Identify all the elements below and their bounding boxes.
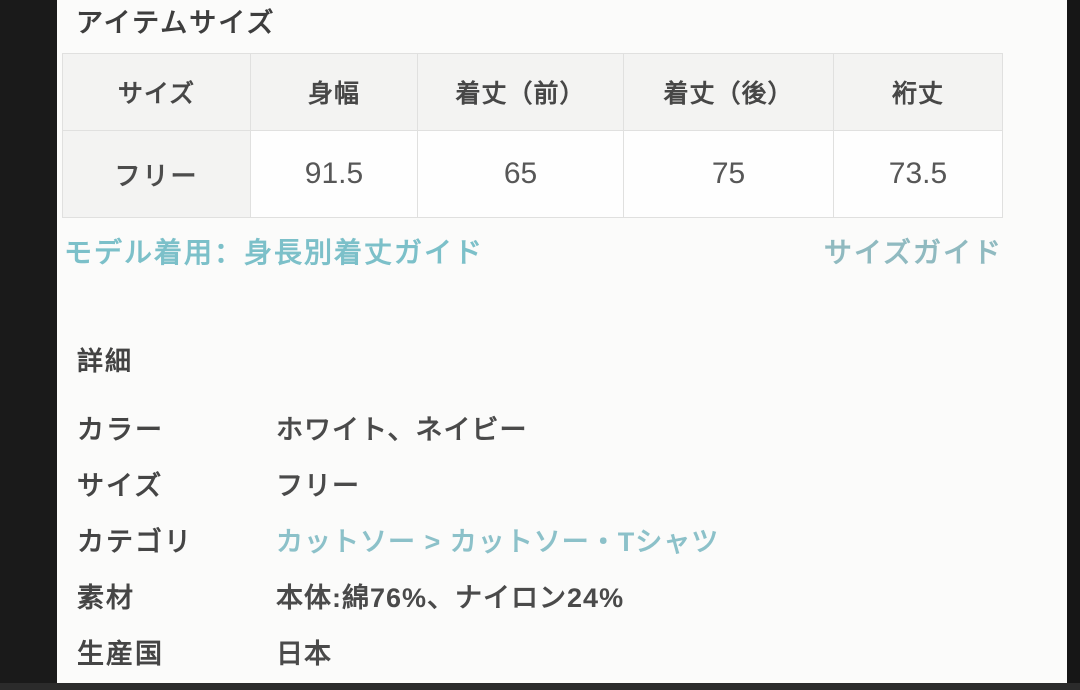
detail-label-category: カテゴリ bbox=[77, 526, 193, 557]
size-table-header-size: サイズ bbox=[62, 53, 251, 131]
detail-label-material: 素材 bbox=[77, 582, 135, 613]
letterbox-left-bar bbox=[0, 0, 57, 690]
detail-value-size: フリー bbox=[276, 470, 360, 501]
detail-row-material: 素材 本体:綿76%、ナイロン24% bbox=[77, 567, 1007, 623]
size-guide-link[interactable]: サイズガイド bbox=[823, 237, 1003, 268]
detail-label-size: サイズ bbox=[77, 470, 164, 501]
size-table-header-length-back: 着丈（後） bbox=[623, 53, 834, 131]
size-table-header-length-front: 着丈（前） bbox=[417, 53, 624, 131]
detail-row-category: カテゴリ カットソー > カットソー・Tシャツ bbox=[77, 511, 1007, 567]
size-table-data-row: フリー 91.5 65 75 73.5 bbox=[62, 130, 1003, 218]
guide-links-row: モデル着用：身長別着丈ガイド サイズガイド bbox=[64, 231, 1003, 271]
detail-row-country: 生産国 日本 bbox=[77, 623, 1007, 679]
detail-value-country: 日本 bbox=[276, 638, 332, 669]
size-table-header-sleeve: 裄丈 bbox=[833, 53, 1003, 131]
model-height-guide-link[interactable]: モデル着用：身長別着丈ガイド bbox=[64, 237, 485, 268]
size-table: サイズ 身幅 着丈（前） 着丈（後） 裄丈 フリー 91.5 65 75 73.… bbox=[62, 53, 1003, 218]
size-cell-length-back: 75 bbox=[623, 130, 834, 218]
size-table-header-body-width: 身幅 bbox=[250, 53, 418, 131]
item-size-heading: アイテムサイズ bbox=[76, 8, 276, 38]
detail-value-material: 本体:綿76%、ナイロン24% bbox=[276, 582, 625, 613]
detail-row-size: サイズ フリー bbox=[77, 455, 1007, 511]
letterbox-right-bar bbox=[1067, 0, 1080, 690]
details-heading: 詳細 bbox=[77, 346, 134, 376]
detail-label-color: カラー bbox=[77, 414, 164, 445]
detail-value-color: ホワイト、ネイビー bbox=[276, 414, 528, 445]
detail-label-country: 生産国 bbox=[77, 638, 164, 669]
size-cell-sleeve: 73.5 bbox=[833, 130, 1003, 218]
detail-row-color: カラー ホワイト、ネイビー bbox=[77, 399, 1007, 455]
size-cell-body-width: 91.5 bbox=[250, 130, 418, 218]
letterbox-bottom-bar bbox=[0, 683, 1080, 690]
size-cell-free: フリー bbox=[62, 130, 251, 218]
size-table-header-row: サイズ 身幅 着丈（前） 着丈（後） 裄丈 bbox=[62, 53, 1003, 131]
size-cell-length-front: 65 bbox=[417, 130, 624, 218]
details-list: カラー ホワイト、ネイビー サイズ フリー カテゴリ カットソー > カットソー… bbox=[77, 399, 1007, 679]
category-breadcrumb-link[interactable]: カットソー > カットソー・Tシャツ bbox=[276, 526, 720, 557]
